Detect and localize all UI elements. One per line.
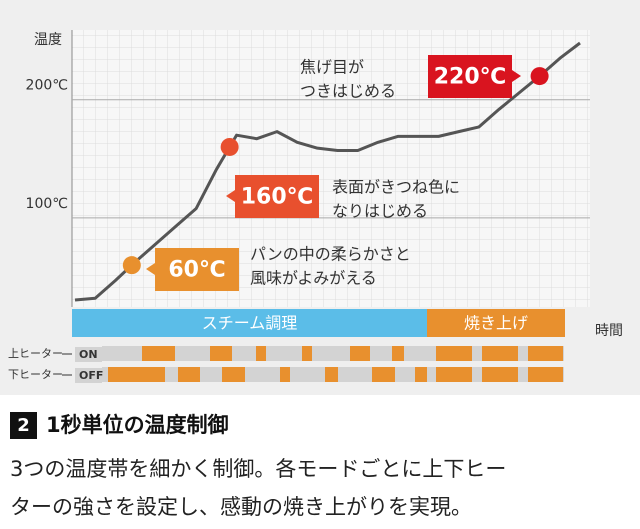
phase-bar — [72, 309, 427, 337]
temperature-line — [74, 41, 581, 302]
heater-state: ON — [79, 348, 98, 361]
marker — [530, 67, 549, 86]
callout-arrow — [512, 70, 521, 82]
note: パンの中の柔らかさと — [250, 245, 411, 264]
callout-box — [235, 175, 319, 218]
marker-label: 160℃ — [241, 185, 314, 210]
phase-bar — [427, 309, 565, 337]
y-tick-label: 100℃ — [26, 196, 68, 212]
x-label: 時間 — [595, 323, 623, 339]
heater-state: OFF — [79, 369, 103, 382]
section-heading: 1秒単位の温度制御 — [46, 413, 229, 437]
note: 表面がきつね色に — [332, 178, 460, 197]
section-number: 2 — [10, 412, 37, 439]
body-line: 3つの温度帯を細かく制御。各モードごとに上下ヒー — [10, 457, 507, 481]
body-line: ターの強さを設定し、感動の焼き上がりを実現。 — [10, 495, 472, 519]
marker-label: 60℃ — [168, 258, 225, 283]
note: なりはじめる — [332, 202, 428, 221]
marker — [220, 137, 239, 156]
phase-label: スチーム調理 — [202, 314, 298, 333]
callout-arrow — [146, 263, 155, 275]
state-box — [75, 368, 102, 383]
section: 2 1秒単位の温度制御 3つの温度帯を細かく制御。各モードごとに上下ヒー ターの… — [0, 395, 640, 529]
note: 風味がよみがえる — [250, 269, 377, 288]
heater-blocks — [102, 346, 564, 382]
callout-box — [428, 55, 512, 98]
note: 焦げ目が — [300, 58, 364, 77]
callout-box — [155, 248, 239, 291]
heater-name: 上ヒーター — [8, 347, 63, 360]
marker — [122, 256, 141, 275]
phase-label: 焼き上げ — [464, 314, 528, 333]
state-box — [75, 347, 102, 362]
note: つきはじめる — [300, 82, 396, 101]
callout-arrow — [226, 190, 235, 202]
heater-name: 下ヒーター — [8, 368, 63, 381]
marker-label: 220℃ — [434, 65, 507, 90]
y-label: 温度 — [34, 32, 62, 48]
on-blocks — [108, 346, 563, 382]
y-tick-label: 200℃ — [26, 78, 68, 94]
